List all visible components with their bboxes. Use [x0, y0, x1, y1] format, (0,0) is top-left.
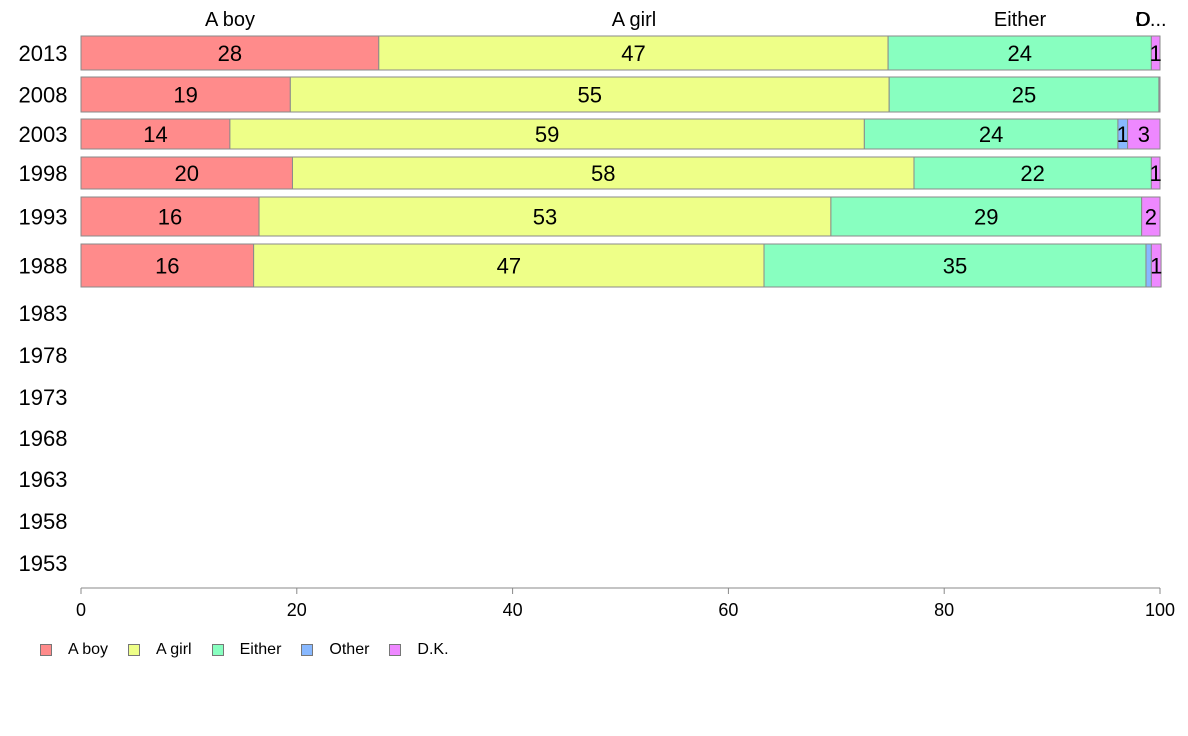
year-label: 1983: [19, 301, 68, 326]
x-tick-label: 0: [76, 600, 86, 620]
legend-label: Other: [329, 641, 370, 658]
top-category-label: A boy: [205, 9, 255, 31]
year-label: 1988: [19, 254, 68, 279]
data-label: 29: [974, 205, 998, 230]
data-label: 2: [1145, 205, 1157, 230]
x-tick-label: 100: [1145, 600, 1175, 620]
bar-segment-a-boy: [80, 118, 231, 150]
legend-swatch: [211, 644, 224, 656]
year-label: 1963: [19, 467, 68, 492]
top-category-label: Either: [994, 9, 1047, 31]
data-label: 24: [1007, 41, 1031, 66]
bar-segment-either: [913, 156, 1152, 190]
year-label: 1973: [19, 385, 68, 410]
x-tick-label: 80: [934, 600, 954, 620]
legend-swatch: [301, 644, 314, 656]
data-label: 16: [155, 254, 179, 279]
bar-segment-either: [863, 118, 1119, 150]
top-category-label: A girl: [612, 9, 656, 31]
year-label: 2013: [19, 41, 68, 66]
bar-segment-either: [888, 76, 1160, 113]
year-label: 1978: [19, 343, 68, 368]
bar-segment-a-girl: [378, 35, 889, 71]
data-label: 1: [1150, 161, 1162, 186]
data-label: 1: [1150, 41, 1162, 66]
bar-segment-d-k: [1150, 156, 1161, 190]
bar-segment-a-girl: [229, 118, 865, 150]
bar-segment-d-k: [1141, 196, 1161, 237]
bar-segment-a-boy: [80, 243, 255, 288]
data-label: 59: [535, 122, 559, 147]
x-tick-label: 20: [287, 600, 307, 620]
data-label: 16: [158, 205, 182, 230]
year-label: 1993: [19, 205, 68, 230]
year-label: 1958: [19, 509, 68, 534]
year-label: 2003: [19, 122, 68, 147]
data-label: 20: [174, 161, 198, 186]
year-label: 1953: [19, 551, 68, 576]
bar-segment-d-k: [1150, 243, 1162, 288]
data-label: 25: [1012, 83, 1036, 108]
bar-segment-d-k: [1127, 118, 1161, 150]
bar-segment-a-boy: [80, 156, 293, 190]
year-label: 2008: [19, 83, 68, 108]
top-category-label: D...: [1135, 9, 1166, 31]
legend-label: D.K.: [417, 641, 449, 658]
legend-item: D.K.: [389, 641, 449, 659]
data-label: 53: [533, 205, 557, 230]
legend: A boy A girl Either Other D.K.: [40, 641, 469, 659]
data-label: 1: [1150, 254, 1162, 279]
data-label: 28: [218, 41, 242, 66]
bar-segment-a-boy: [80, 76, 291, 113]
year-label: 1968: [19, 426, 68, 451]
legend-item: A girl: [128, 641, 192, 659]
data-label: 35: [943, 254, 967, 279]
data-label: 55: [578, 83, 602, 108]
data-label: 1: [1117, 122, 1129, 147]
bar-segment-a-boy: [80, 196, 260, 237]
bar-segment-either: [830, 196, 1143, 237]
legend-swatch: [128, 644, 141, 656]
legend-swatch: [40, 644, 52, 656]
bar-segment-either: [763, 243, 1147, 288]
bar-segment-d-k: [1150, 35, 1161, 71]
bar-segment-a-girl: [289, 76, 890, 113]
bar-segment-a-girl: [253, 243, 765, 288]
legend-item: A boy: [40, 641, 108, 659]
x-tick-label: 60: [718, 600, 738, 620]
legend-label: A girl: [156, 641, 192, 658]
x-tick-label: 40: [503, 600, 523, 620]
data-label: 47: [497, 254, 521, 279]
legend-label: A boy: [68, 641, 109, 658]
legend-item: Either: [211, 641, 282, 659]
legend-swatch: [389, 644, 402, 656]
data-label: 24: [979, 122, 1003, 147]
data-label: 47: [621, 41, 645, 66]
data-label: 14: [143, 122, 167, 147]
data-label: 3: [1138, 122, 1150, 147]
year-label: 1998: [19, 161, 68, 186]
legend-label: Either: [239, 641, 282, 658]
data-label: 58: [591, 161, 615, 186]
data-label: 19: [173, 83, 197, 108]
bar-segment-d-k: [1158, 76, 1161, 113]
data-label: 22: [1020, 161, 1044, 186]
top-category-label: O: [1135, 9, 1151, 31]
bar-segment-a-girl: [258, 196, 832, 237]
legend-item: Other: [301, 641, 369, 659]
